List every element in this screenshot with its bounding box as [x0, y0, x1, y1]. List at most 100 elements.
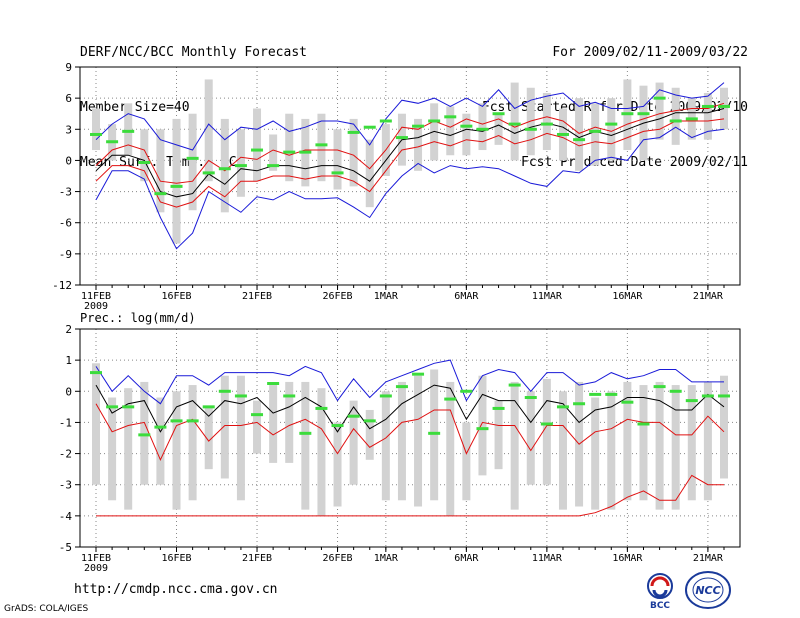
year-label: 2009 [84, 563, 108, 574]
spread-box [446, 381, 455, 516]
x-tick-label: 11MAR [532, 291, 563, 302]
observed-marker [170, 184, 183, 188]
observed-marker [251, 148, 264, 152]
x-tick-label: 6MAR [454, 553, 479, 564]
spread-box [108, 397, 117, 501]
precip-axis-label: Prec.: log(mm/d) [80, 311, 196, 325]
observed-marker [621, 400, 634, 404]
spread-box [188, 385, 197, 501]
observed-marker [718, 394, 730, 398]
spread-box [269, 385, 278, 463]
spread-box [671, 87, 680, 145]
observed-marker [605, 392, 618, 396]
observed-marker [412, 124, 425, 128]
observed-marker [508, 383, 521, 387]
observed-marker [395, 385, 408, 389]
forecast-period: For 2009/02/11-2009/03/22 [552, 45, 748, 60]
series-min-line [96, 474, 724, 517]
spread-box [317, 113, 326, 182]
x-tick-label: 21MAR [693, 553, 724, 564]
spread-box [253, 400, 262, 454]
observed-marker [476, 127, 489, 131]
x-tick-label: 11FEB [81, 291, 111, 302]
observed-marker [331, 171, 344, 175]
y-tick-label: 0 [65, 154, 72, 167]
spread-box [172, 118, 181, 244]
observed-marker [653, 385, 666, 389]
member-size: Member Size=40 [80, 100, 190, 115]
spread-box [446, 106, 455, 156]
x-tick-label: 26FEB [322, 291, 352, 302]
series-mean-line [95, 108, 725, 198]
spread-box [333, 422, 342, 507]
spread-box [414, 118, 423, 171]
bcc-logo-text: BCC [650, 601, 670, 610]
spread-box [542, 92, 551, 151]
observed-marker [492, 406, 505, 410]
x-tick-label: 21FEB [242, 291, 272, 302]
spread-box [381, 391, 390, 501]
y-tick-label: -3 [59, 186, 72, 199]
spread-box [720, 375, 728, 479]
y-tick-label: 2 [65, 323, 72, 336]
observed-marker [556, 132, 569, 136]
observed-marker [524, 127, 537, 131]
source-url[interactable]: http://cmdp.ncc.cma.gov.cn [74, 582, 278, 597]
series-red-line [95, 403, 725, 462]
spread-box [220, 375, 229, 479]
spread-box [269, 134, 278, 171]
spread-box [494, 400, 503, 470]
observed-marker [331, 424, 344, 428]
spread-box [156, 397, 165, 485]
observed-marker [573, 138, 586, 142]
x-tick-label: 16MAR [612, 291, 643, 302]
spread-box [140, 381, 149, 485]
observed-marker [154, 192, 167, 196]
spread-box [575, 98, 584, 171]
spread-box [478, 375, 487, 476]
observed-marker [122, 129, 135, 133]
y-tick-label: -9 [59, 248, 72, 261]
spread-box [639, 385, 648, 501]
spread-box [124, 388, 133, 510]
observed-marker [637, 422, 650, 426]
panel-precipitation: 2 1 0 -1 -2 -3 -4 -5 11FEB 16FEB 21FEB 26FEB 1MAR 6MA… [59, 311, 741, 574]
y-tick-label: 9 [65, 61, 72, 74]
year-label: 2009 [84, 301, 108, 312]
spread-box [349, 118, 358, 187]
observed-marker [347, 414, 360, 418]
spread-box [655, 82, 664, 140]
observed-marker [283, 150, 296, 154]
observed-marker [524, 396, 537, 400]
x-tick-label: 16MAR [612, 553, 643, 564]
y-tick-label: -2 [59, 448, 72, 461]
spread-box [285, 113, 294, 182]
spread-box [204, 79, 213, 182]
observed-marker [154, 425, 167, 429]
bcc-logo: BCC [647, 573, 673, 610]
spread-box [365, 139, 374, 208]
observed-marker [395, 136, 408, 140]
x-tick-label: 21MAR [693, 291, 724, 302]
observed-marker [234, 164, 247, 168]
observed-marker [669, 119, 682, 123]
spread-box [607, 98, 616, 161]
observed-marker [283, 394, 296, 398]
spread-box [510, 82, 519, 161]
observed-marker [428, 431, 441, 435]
y-tick-label: -6 [59, 217, 72, 230]
spread-box [414, 375, 423, 507]
observed-marker [460, 124, 473, 128]
spread-box [124, 103, 133, 156]
y-tick-label: -12 [52, 279, 72, 292]
spread-box [301, 381, 310, 510]
observed-marker [315, 143, 328, 147]
observed-marker [492, 112, 505, 116]
y-tick-label: 6 [65, 92, 72, 105]
spread-box [204, 406, 213, 470]
spread-box [655, 381, 664, 510]
observed-marker [186, 419, 199, 423]
observed-marker [218, 389, 231, 393]
spread-box [220, 118, 229, 213]
spread-box [333, 129, 342, 190]
